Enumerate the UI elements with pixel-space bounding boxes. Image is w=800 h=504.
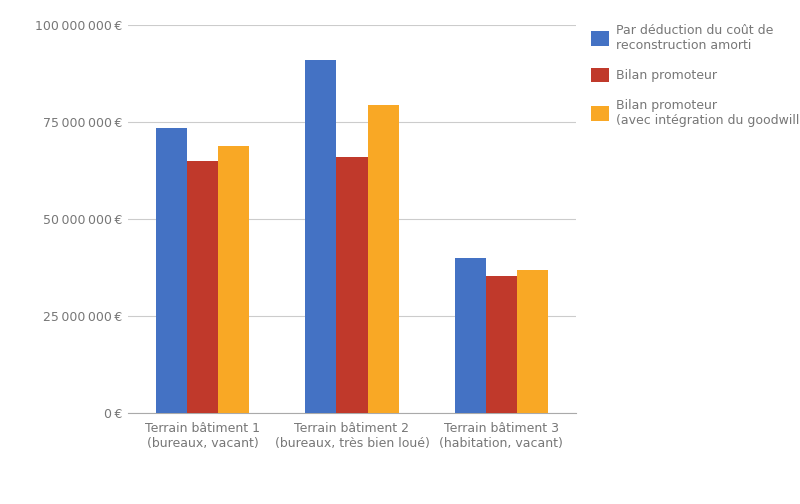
Bar: [454, 258, 486, 413]
Bar: [367, 105, 398, 413]
Bar: [337, 157, 367, 413]
Bar: [218, 146, 250, 413]
Legend: Par déduction du coût de
reconstruction amorti, Bilan promoteur, Bilan promoteur: Par déduction du coût de reconstruction …: [591, 24, 800, 127]
Bar: [486, 276, 517, 413]
Bar: [306, 60, 337, 413]
Bar: [187, 161, 218, 413]
Bar: [156, 128, 187, 413]
Bar: [517, 270, 548, 413]
